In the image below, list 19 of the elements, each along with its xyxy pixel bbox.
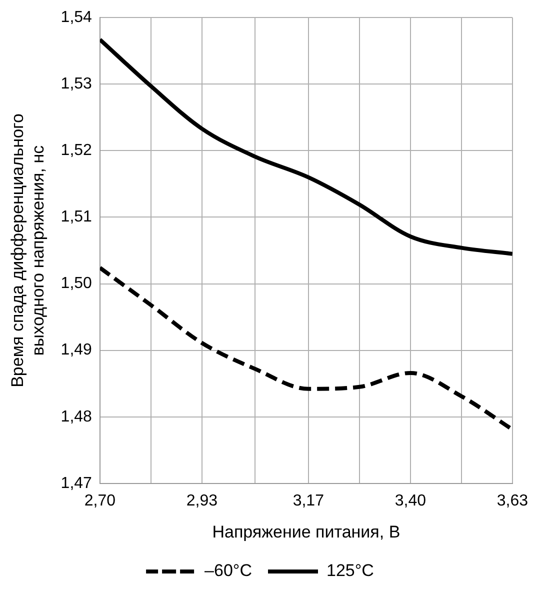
y-tick-label: 1,50 — [60, 275, 92, 292]
y-tick-label: 1,54 — [60, 9, 92, 26]
y-tick-label: 1,52 — [60, 142, 92, 160]
y-tick-label: 1,48 — [60, 408, 92, 426]
x-tick-label: 3,40 — [394, 492, 426, 510]
y-tick-label: 1,53 — [60, 76, 92, 93]
y-tick-label: 1,47 — [60, 474, 92, 492]
x-tick-label: 3,63 — [496, 492, 528, 510]
legend-label: 125°C — [326, 561, 374, 580]
y-tick-label: 1,51 — [60, 208, 92, 226]
legend-label: –60°C — [204, 561, 252, 580]
x-tick-label: 2,70 — [84, 492, 116, 510]
x-axis-title: Напряжение питания, В — [212, 522, 400, 542]
y-tick-label: 1,49 — [60, 342, 92, 359]
x-tick-label: 2,93 — [186, 492, 218, 510]
line-series — [100, 38, 512, 256]
y-axis-title: Время спада дифференциального выходного напряжения, нс — [8, 114, 48, 388]
x-tick-label: 3,17 — [292, 492, 324, 510]
line-series — [100, 266, 512, 432]
